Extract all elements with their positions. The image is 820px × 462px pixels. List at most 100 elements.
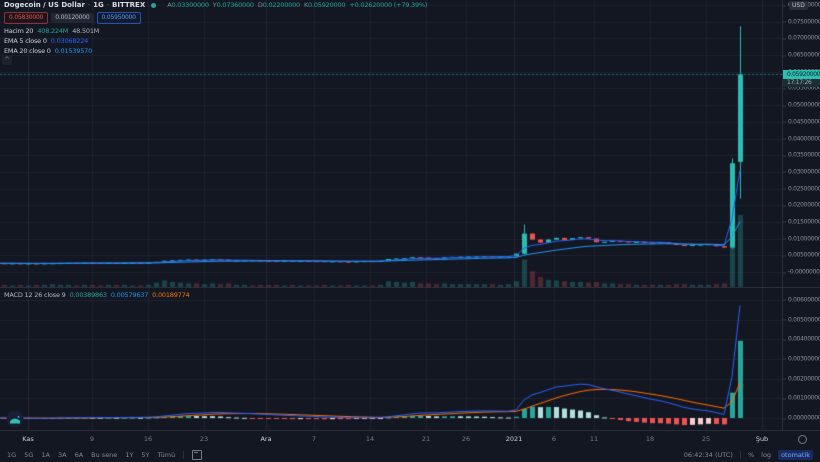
price-axis-label: 0.02000000 [783,202,820,209]
change-value: +0.02620000 (+79.39%) [349,1,428,9]
range-button-Tümü[interactable]: Tümü [157,450,176,459]
price-axis-label: 0.05500000 [783,85,820,92]
macd-axis-label: 0.00600000 [783,296,820,303]
low-label: D [257,1,263,9]
chart-canvas[interactable] [0,0,782,430]
time-axis-label: 16 [143,435,153,443]
divider [739,450,741,459]
buy-button[interactable]: 0.05950000 [96,12,141,24]
separator: · [87,1,91,9]
high-label: Y [212,1,217,9]
range-button-1A[interactable]: 1A [41,450,50,459]
time-axis-label: 11 [589,435,599,443]
time-axis-label: 6 [551,435,557,443]
interval-label[interactable]: 1G [93,1,104,9]
macd-axis[interactable]: 0.00600000 0.00500000 0.00400000 0.00300000… [783,0,820,430]
trade-buttons: 0.05830000 0.00120000 0.05950000 [4,12,141,24]
macd-axis-label: 0.00300000 [783,355,820,362]
percent-scale-button[interactable]: % [747,450,755,459]
time-axis-label: Şub [755,435,769,443]
volume-ma-value: 48.501M [72,27,100,35]
high-value: 0.07360000 [216,1,254,9]
sell-button[interactable]: 0.05830000 [4,12,49,24]
low-value: 0.02200000 [262,1,300,9]
axis-settings-icon[interactable] [798,435,807,444]
ema5-legend[interactable]: EMA 5 close 0 0.03068224 [4,37,88,45]
pane-separator[interactable] [0,287,820,288]
last-price-label: 0.05920000 [783,70,820,79]
log-scale-button[interactable]: log [761,450,772,459]
ema5-value: 0.03068224 [50,37,89,45]
market-status-dot [151,2,157,8]
time-axis-label: Kas [22,435,34,443]
clock-utc[interactable]: 06:42:34 (UTC) [683,450,733,459]
price-axis-label: 0.00500000 [783,252,820,259]
close-value: 0.05920000 [308,1,346,9]
price-axis-label: 0.02500000 [783,185,820,192]
time-axis-label: 9 [89,435,95,443]
bottom-toolbar: 1G 5G 1A 3A 6A Bu sene 1Y 5Y Tümü 06:42:34 (UTC)… [0,447,820,462]
price-axis-label: 0.04500000 [783,118,820,125]
price-axis-label: 0.07500000 [783,18,820,25]
ema20-legend[interactable]: EMA 20 close 0 0.01539570 [4,47,92,55]
logo-icon[interactable] [6,410,24,428]
close-label: K [303,1,309,9]
range-button-Bu-sene[interactable]: Bu sene [91,450,118,459]
price-axis-label: 0.01000000 [783,235,820,242]
range-button-group: 1G 5G 1A 3A 6A Bu sene 1Y 5Y Tümü [7,449,203,460]
time-axis[interactable]: Kas 9 16 23 Ara 7 14 21 26 2021 6 11 18 25 Şub [0,431,820,447]
range-button-1G[interactable]: 1G [7,450,17,459]
ohlc-values: A0.03300000 Y0.07360000 D0.02200000 K0.0… [167,1,427,9]
time-axis-label: 23 [199,435,209,443]
macd-hist-value: 0.00389863 [69,291,107,299]
macd-legend[interactable]: MACD 12 26 close 9 0.00389863 0.00579637… [4,291,190,299]
time-axis-label: 14 [365,435,375,443]
ema20-value: 0.01539570 [54,47,93,55]
auto-scale-button[interactable]: otomatik [778,449,813,460]
currency-badge[interactable]: USD [789,1,808,10]
time-axis-label: 7 [311,435,317,443]
divider [183,450,185,459]
time-axis-separator [0,430,820,431]
range-button-6A[interactable]: 6A [74,450,84,459]
macd-line-value: 0.00579637 [110,291,149,299]
range-button-1Y[interactable]: 1Y [125,450,134,459]
macd-axis-label: 0.00400000 [783,336,820,343]
ema20-legend-label: EMA 20 close 0 [4,47,51,55]
price-axis-label: 0.03500000 [783,152,820,159]
price-axis-label: -0.00000000 [783,269,820,276]
range-button-5G[interactable]: 5G [24,450,34,459]
separator: · [106,1,110,9]
macd-signal-value: 0.00189774 [152,291,190,299]
time-axis-label: 2021 [505,435,523,443]
price-axis-label: 0.01500000 [783,218,820,225]
time-axis-label: 18 [645,435,655,443]
exchange-label[interactable]: BITTREX [112,1,146,9]
macd-axis-label: 0.00100000 [783,395,820,402]
symbol-title[interactable]: Dogecoin / US Dollar [4,1,85,9]
time-axis-label: 25 [701,435,711,443]
price-axis-label: 0.03000000 [783,168,820,175]
macd-axis-label: 0.00000000 [783,415,820,422]
time-axis-label: Ara [260,435,272,443]
price-axis-label: 0.05000000 [783,102,820,109]
volume-legend-label: Hacim 20 [4,27,34,35]
symbol-header: Dogecoin / US Dollar · 1G · BITTREX A0.0… [4,1,427,9]
macd-axis-label: 0.00200000 [783,375,820,382]
volume-legend[interactable]: Hacim 20 408.224M 48.501M [4,27,99,35]
go-to-date-icon[interactable] [192,449,203,460]
macd-legend-label: MACD 12 26 close 9 [4,291,66,299]
spread-value: 0.00120000 [51,13,94,23]
open-label: A [167,1,172,9]
bar-countdown: 17:17:26 [783,79,820,87]
ema5-legend-label: EMA 5 close 0 [4,37,47,45]
range-button-3A[interactable]: 3A [57,450,67,459]
time-axis-label: 21 [421,435,431,443]
volume-value: 408.224M [37,27,69,35]
range-button-5Y[interactable]: 5Y [141,450,150,459]
price-axis-label: 0.04000000 [783,135,820,142]
price-axis-label: 0.07000000 [783,35,820,42]
price-axis-label: 0.06500000 [783,52,820,59]
chevron-up-icon[interactable]: ^ [2,56,12,65]
